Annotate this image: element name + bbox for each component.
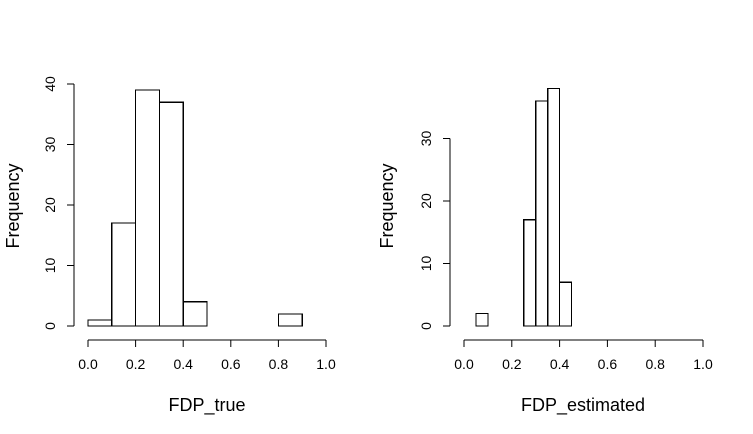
y-tick-label: 20 [42,197,58,213]
histogram-bar [547,87,561,327]
y-tick-label: 10 [42,258,58,274]
bars-fdp-true [87,89,303,327]
y-axis-label-fdp-true: Frequency [3,163,23,248]
y-axis-fdp-true: 0 10 20 30 40 [42,76,75,330]
y-tick-label: 40 [42,76,58,92]
y-tick-label: 30 [42,137,58,153]
y-axis-label-fdp-estimated: Frequency [377,163,397,248]
histogram-bar [87,319,113,327]
x-tick-label: 0.4 [550,356,570,372]
y-tick-label: 0 [418,322,434,330]
panel-fdp-estimated: 0.0 0.2 0.4 0.6 0.8 1.0 0 10 20 30 FDP_estimated… [377,87,713,416]
x-tick-label: 0.0 [454,356,474,372]
histogram-bar [277,313,303,327]
x-axis-fdp-estimated: 0.0 0.2 0.4 0.6 0.8 1.0 [454,339,713,372]
y-axis-fdp-estimated: 0 10 20 30 [418,131,451,330]
histogram-bar [182,301,208,327]
histogram-bar [523,219,537,327]
histogram-bar [535,100,549,327]
x-tick-label: 0.6 [221,356,241,372]
x-tick-label: 0.6 [598,356,618,372]
histogram-bar [111,222,137,327]
histogram-bar [135,89,161,327]
x-tick-label: 0.0 [78,356,98,372]
y-tick-label: 20 [418,193,434,209]
panel-fdp-true: 0.0 0.2 0.4 0.6 0.8 1.0 0 10 20 30 40 FDP_true Fr… [3,76,336,416]
bars-fdp-estimated [475,87,573,327]
x-axis-label-fdp-true: FDP_true [168,395,245,416]
x-tick-label: 0.8 [645,356,665,372]
x-tick-label: 0.2 [502,356,522,372]
x-axis-label-fdp-estimated: FDP_estimated [521,395,645,416]
x-tick-label: 0.8 [269,356,289,372]
y-tick-label: 30 [418,131,434,147]
x-axis-fdp-true: 0.0 0.2 0.4 0.6 0.8 1.0 [78,339,336,372]
x-tick-label: 1.0 [316,356,336,372]
y-tick-label: 10 [418,256,434,272]
histogram-bar [158,101,184,327]
histogram-bar [475,312,489,327]
x-tick-label: 1.0 [693,356,713,372]
histogram-bar [558,281,573,327]
y-tick-label: 0 [42,322,58,330]
x-tick-label: 0.4 [173,356,193,372]
x-tick-label: 0.2 [126,356,146,372]
